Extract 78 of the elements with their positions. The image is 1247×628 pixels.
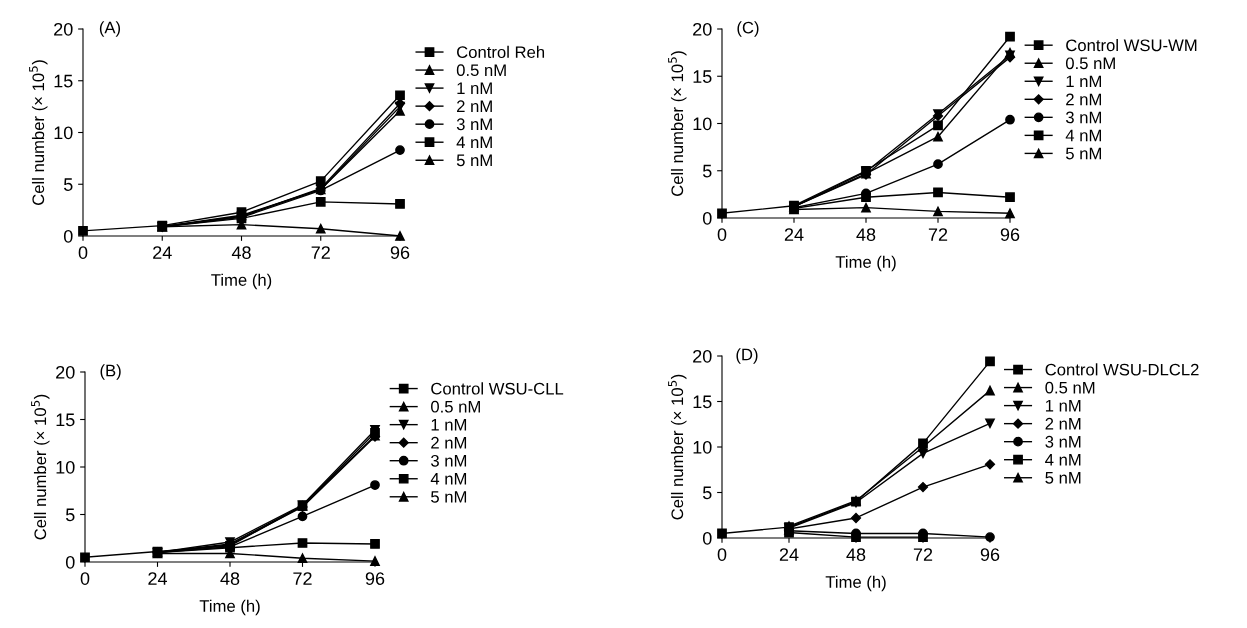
legend-label: 4 nM	[456, 136, 492, 149]
y-tick-label: 5	[702, 486, 712, 500]
legend-label: Control WSU-CLL	[431, 382, 564, 395]
y-tick-label: 15	[693, 70, 712, 83]
legend-label: 2 nM	[1045, 417, 1081, 430]
x-tick-label: 24	[148, 572, 168, 585]
y-tick-label: 5	[65, 508, 75, 522]
legend-label: 2 nM	[1066, 93, 1101, 106]
y-tick-label: 15	[56, 413, 75, 427]
x-tick-label: 72	[311, 246, 330, 259]
legend-label: 2 nM	[431, 436, 467, 449]
legend-label: 5 nM	[456, 154, 492, 167]
y-tick-label: 10	[56, 460, 75, 474]
chart-title: (D)	[736, 348, 758, 364]
x-tick-label: 0	[717, 548, 727, 561]
y-tick-label: 20	[54, 22, 73, 36]
y-axis-title: Cell number (× 10$^{5}$)	[29, 60, 48, 205]
chart-title: (B)	[100, 364, 121, 380]
x-axis-title: Time (h)	[199, 599, 260, 616]
x-tick-label: 0	[80, 572, 90, 585]
x-axis-title: Time (h)	[825, 575, 886, 592]
legend-label: 0.5 nM	[431, 400, 480, 413]
y-tick-label: 5	[702, 164, 712, 178]
legend-label: 3 nM	[456, 118, 492, 131]
legend-label: 1 nM	[457, 82, 492, 94]
y-tick-label: 0	[702, 531, 712, 545]
x-axis-title: Time (h)	[835, 255, 896, 272]
x-tick-label: 72	[913, 548, 933, 561]
y-tick-label: 0	[702, 211, 712, 225]
legend-label: Control WSU-WM	[1066, 38, 1197, 52]
x-tick-label: 48	[220, 572, 240, 585]
y-axis-title: Cell number (× 10$^{5}$)	[668, 374, 687, 520]
legend-label: 2 nM	[457, 100, 492, 112]
legend-label: Control Reh	[457, 45, 545, 59]
y-tick-label: 10	[54, 126, 73, 140]
y-tick-label: 15	[693, 395, 712, 409]
legend-label: 5 nM	[431, 491, 467, 503]
x-tick-label: 48	[231, 246, 251, 259]
x-tick-label: 72	[293, 572, 312, 585]
chart-title: (A)	[99, 21, 121, 37]
x-tick-label: 48	[846, 548, 866, 561]
y-axis-title: Cell number (× 10$^{5}$)	[668, 51, 687, 196]
legend-label: 5 nM	[1045, 472, 1081, 484]
legend-label: 1 nM	[1066, 75, 1101, 88]
x-tick-label: 24	[784, 228, 804, 241]
legend-label: 5 nM	[1065, 147, 1101, 160]
y-tick-label: 20	[693, 349, 712, 363]
y-tick-label: 10	[693, 440, 712, 454]
legend-label: 1 nM	[431, 419, 467, 431]
x-tick-label: 96	[1000, 228, 1020, 241]
x-tick-label: 0	[717, 228, 727, 241]
x-tick-label: 72	[928, 228, 948, 241]
y-tick-label: 5	[63, 178, 73, 191]
x-axis-title: Time (h)	[211, 273, 272, 290]
legend-label: 0.5 nM	[456, 64, 506, 77]
legend-label: 3 nM	[431, 454, 467, 467]
x-tick-label: 96	[980, 548, 1000, 561]
x-tick-label: 24	[153, 246, 172, 259]
legend-label: 4 nM	[1045, 454, 1081, 466]
chart-title: (C)	[737, 21, 759, 37]
legend-label: 0.5 nM	[1065, 57, 1115, 70]
x-tick-label: 24	[779, 548, 799, 561]
y-tick-label: 15	[54, 74, 73, 88]
legend-label: 4 nM	[430, 473, 467, 485]
x-tick-label: 96	[390, 246, 410, 259]
legend-label: 1 nM	[1045, 399, 1081, 412]
legend-label: 0.5 nM	[1045, 381, 1095, 394]
y-axis-title: Cell number (× 10$^{5}$)	[31, 394, 50, 540]
x-tick-label: 48	[856, 228, 876, 241]
y-tick-label: 20	[693, 22, 712, 36]
legend-label: 3 nM	[1045, 435, 1081, 448]
legend-label: Control WSU-DLCL2	[1045, 363, 1199, 376]
x-tick-label: 96	[365, 572, 385, 585]
x-tick-label: 0	[78, 246, 88, 259]
legend-label: 4 nM	[1065, 129, 1101, 142]
y-tick-label: 10	[693, 117, 712, 131]
legend-label: 3 nM	[1065, 111, 1101, 124]
y-tick-label: 20	[56, 365, 75, 379]
